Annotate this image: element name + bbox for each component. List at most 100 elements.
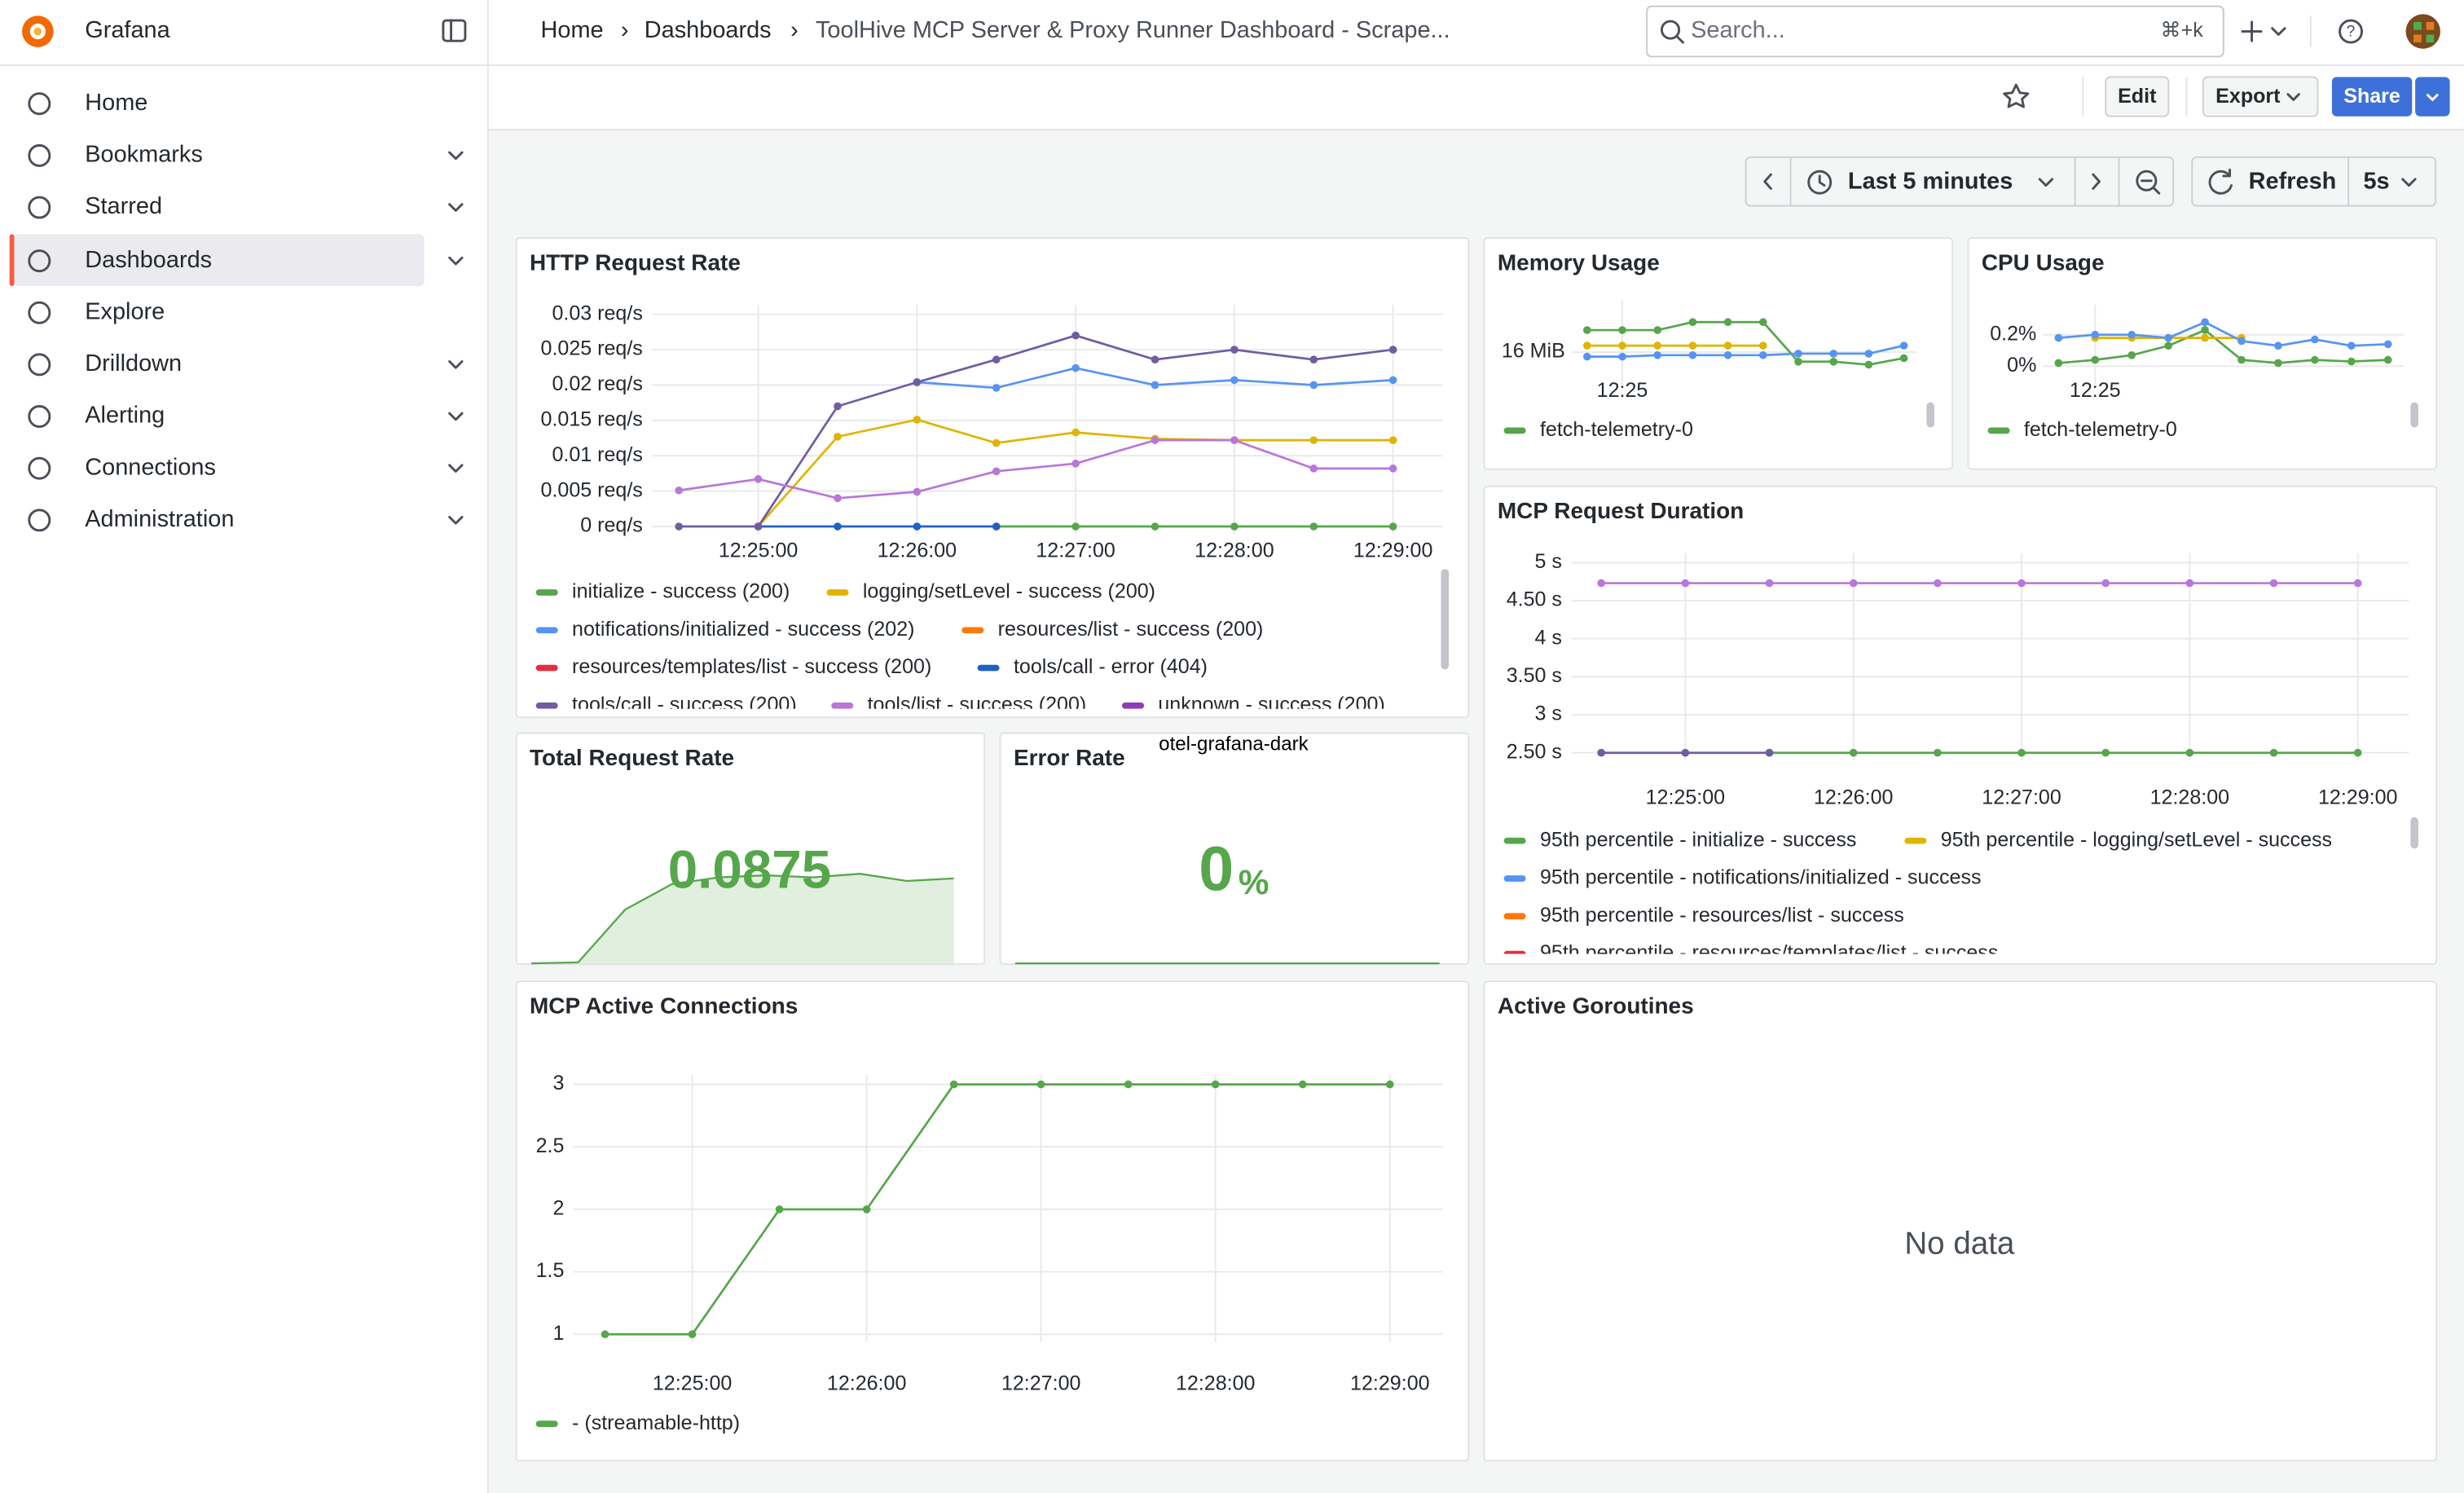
data-point (754, 475, 763, 483)
data-point (754, 522, 763, 531)
legend-marker (977, 664, 1000, 672)
data-point (1211, 1080, 1220, 1089)
legend: fetch-telemetry-0 (1987, 418, 2177, 441)
legend-label: 95th percentile - initialize - success (1540, 828, 1856, 851)
data-point (1151, 381, 1159, 390)
share-menu-button[interactable] (2415, 77, 2450, 117)
nav-chevron (448, 516, 464, 525)
data-point (1151, 522, 1159, 531)
data-point (688, 1330, 697, 1339)
nav-icon (28, 405, 51, 429)
data-point (1723, 350, 1732, 359)
data-point (834, 432, 842, 441)
data-point (1765, 748, 1774, 757)
data-point (992, 467, 1001, 476)
legend-marker (1503, 913, 1526, 920)
nav-icon (28, 143, 51, 167)
data-point (675, 486, 684, 495)
x-tick-label: 12:25 (1597, 379, 1648, 402)
x-tick-label: 12:26:00 (827, 1372, 907, 1395)
data-point (1681, 748, 1690, 757)
data-point (1298, 1080, 1307, 1089)
breadcrumb-dashboards[interactable]: Dashboards (645, 17, 772, 43)
data-point (775, 1205, 784, 1213)
data-point (1071, 522, 1080, 531)
user-avatar[interactable] (2405, 14, 2440, 49)
legend-marker (1503, 837, 1526, 844)
data-point (1864, 360, 1873, 369)
data-point (2353, 748, 2362, 757)
nav-item[interactable]: Connections (28, 454, 464, 480)
share-label: Share (2343, 85, 2400, 108)
data-point (2185, 748, 2194, 757)
data-point (1758, 318, 1767, 327)
breadcrumb-home[interactable]: Home (540, 17, 603, 43)
data-point (1794, 357, 1802, 366)
panel: MCP Request Duration 2.50 s 3 s 3.50 s 4 s 4.… (1483, 485, 2438, 966)
data-point (1309, 465, 1318, 473)
legend-label: - (streamable-http) (572, 1412, 740, 1434)
y-tick-label: 2.5 (536, 1134, 565, 1157)
legend: fetch-telemetry-0 (1503, 418, 1693, 441)
nav-item[interactable]: Explore (28, 298, 165, 324)
data-point (1849, 748, 1858, 757)
data-point (834, 494, 842, 503)
star-button[interactable] (2003, 83, 2030, 108)
data-point (1597, 748, 1605, 757)
legend-label: initialize - success (200) (572, 580, 790, 603)
refresh-button[interactable]: Refresh (2249, 168, 2337, 194)
data-point (1681, 579, 1690, 588)
share-button[interactable] (2331, 77, 2413, 117)
data-point (913, 522, 922, 531)
data-point (2353, 579, 2362, 588)
data-point (913, 487, 922, 496)
data-point (1899, 341, 1908, 350)
nav-item[interactable]: Administration (28, 506, 464, 532)
nav-label: Alerting (85, 403, 165, 429)
y-tick-label: 3 (552, 1072, 564, 1094)
nav-chevron (448, 360, 464, 369)
data-point (2127, 351, 2136, 359)
nav-item[interactable]: Drilldown (28, 350, 464, 377)
legend-label: 95th percentile - notifications/initiali… (1540, 866, 1982, 889)
legend-marker (961, 627, 984, 634)
data-point (2091, 355, 2100, 364)
data-point (2054, 359, 2063, 368)
nav-item[interactable]: Home (28, 90, 148, 116)
x-tick-label: 12:29:00 (1353, 540, 1433, 562)
nav-icon (28, 509, 51, 532)
new-menu[interactable] (2241, 20, 2286, 42)
export-button[interactable] (2202, 76, 2319, 117)
nav-item[interactable]: Alerting (28, 403, 464, 429)
stat-value: 0 (1199, 835, 1234, 905)
nav-chevron (448, 256, 464, 266)
edit-button[interactable] (2105, 76, 2170, 117)
legend-label: 95th percentile - logging/setLevel - suc… (1941, 828, 2332, 851)
search-box[interactable]: Search... ⌘+k (1646, 5, 2224, 58)
refresh-interval[interactable]: 5s (2363, 168, 2389, 194)
data-point (1388, 376, 1397, 385)
y-tick-label: 0% (2007, 354, 2036, 377)
data-point (675, 522, 684, 531)
nav-item[interactable]: Starred (28, 193, 464, 219)
x-tick-label: 12:28:00 (2150, 786, 2230, 808)
data-point (2054, 333, 2063, 342)
data-point (2347, 357, 2356, 366)
data-point (1934, 579, 1942, 588)
time-range[interactable]: Last 5 minutes (1848, 168, 2013, 194)
y-tick-label: 0.2% (1990, 322, 2036, 345)
y-tick-label: 1 (552, 1322, 564, 1345)
data-point (1794, 350, 1802, 358)
data-point (1653, 350, 1662, 359)
nav-item[interactable]: Bookmarks (28, 142, 464, 168)
panel: Memory Usage 16 MiB 12:25 fetch-telemetry-0 (1483, 237, 1954, 470)
dock-menu-button[interactable] (442, 19, 467, 42)
x-tick-label: 12:28:00 (1176, 1372, 1256, 1395)
legend-marker (535, 702, 558, 709)
data-point (1723, 341, 1732, 350)
help-button[interactable]: ? (2339, 19, 2363, 44)
legend-scrollbar (1441, 569, 1450, 670)
data-point (1230, 346, 1239, 354)
nav-item[interactable]: Dashboards (28, 247, 464, 273)
